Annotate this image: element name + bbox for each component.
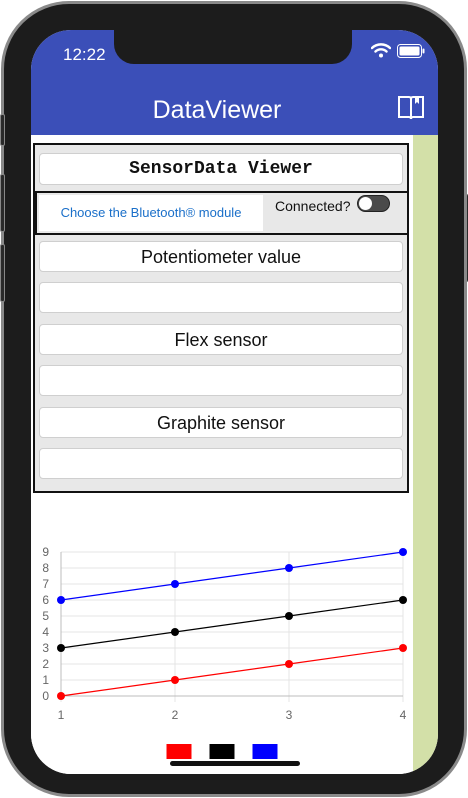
status-time: 12:22 (63, 45, 106, 64)
phone-screen: 12:22 DataViewer SensorData Viewer Choos… (31, 30, 438, 774)
wifi-icon (371, 43, 391, 58)
series-line (60, 551, 404, 601)
book-icon[interactable] (397, 95, 425, 121)
graphite-sensor-label: Graphite sensor (39, 407, 403, 438)
volume-down-button (0, 244, 5, 302)
series-line (60, 599, 404, 649)
y-tick-label: 5 (42, 609, 49, 623)
legend-swatch[interactable] (252, 744, 278, 759)
graphite-sensor-value (39, 448, 403, 479)
right-sidebar (413, 135, 438, 774)
home-indicator (170, 761, 300, 766)
y-tick-label: 4 (42, 625, 49, 639)
y-tick-label: 7 (42, 577, 49, 591)
potentiometer-label: Potentiometer value (39, 241, 403, 272)
connected-label: Connected? (275, 198, 351, 214)
legend-swatch[interactable] (166, 744, 192, 759)
data-point (399, 596, 407, 604)
data-point (285, 660, 293, 668)
data-point (57, 644, 65, 652)
x-tick-label: 2 (172, 708, 179, 722)
flex-sensor-label: Flex sensor (39, 324, 403, 355)
y-tick-label: 0 (42, 689, 49, 703)
main-content: SensorData Viewer Choose the Bluetooth® … (31, 135, 413, 774)
mute-switch (0, 114, 5, 146)
y-tick-label: 9 (42, 545, 49, 559)
y-tick-label: 8 (42, 561, 49, 575)
x-tick-label: 4 (400, 708, 407, 722)
legend-swatch[interactable] (209, 744, 235, 759)
toggle-knob (359, 197, 372, 210)
y-tick-label: 6 (42, 593, 49, 607)
app-bar: DataViewer (31, 80, 438, 135)
data-point (57, 692, 65, 700)
data-point (399, 644, 407, 652)
potentiometer-value (39, 282, 403, 313)
notch (114, 30, 352, 64)
y-tick-label: 2 (42, 657, 49, 671)
flex-sensor-value (39, 365, 403, 396)
y-tick-label: 3 (42, 641, 49, 655)
sensor-panel: SensorData Viewer Choose the Bluetooth® … (33, 143, 409, 493)
connected-toggle[interactable] (357, 195, 390, 212)
x-tick-label: 3 (286, 708, 293, 722)
y-tick-label: 1 (42, 673, 49, 687)
data-point (285, 612, 293, 620)
data-point (171, 676, 179, 684)
bluetooth-row: Choose the Bluetooth® module Connected? (35, 191, 409, 235)
battery-icon (397, 44, 425, 58)
volume-up-button (0, 174, 5, 232)
data-point (171, 580, 179, 588)
panel-title: SensorData Viewer (39, 153, 403, 185)
data-point (285, 564, 293, 572)
data-point (399, 548, 407, 556)
choose-bluetooth-button[interactable]: Choose the Bluetooth® module (39, 195, 263, 231)
power-button (466, 194, 468, 282)
series-line (60, 647, 404, 697)
x-tick-label: 1 (58, 708, 65, 722)
app-title: DataViewer (152, 96, 282, 124)
data-point (171, 628, 179, 636)
data-point (57, 596, 65, 604)
